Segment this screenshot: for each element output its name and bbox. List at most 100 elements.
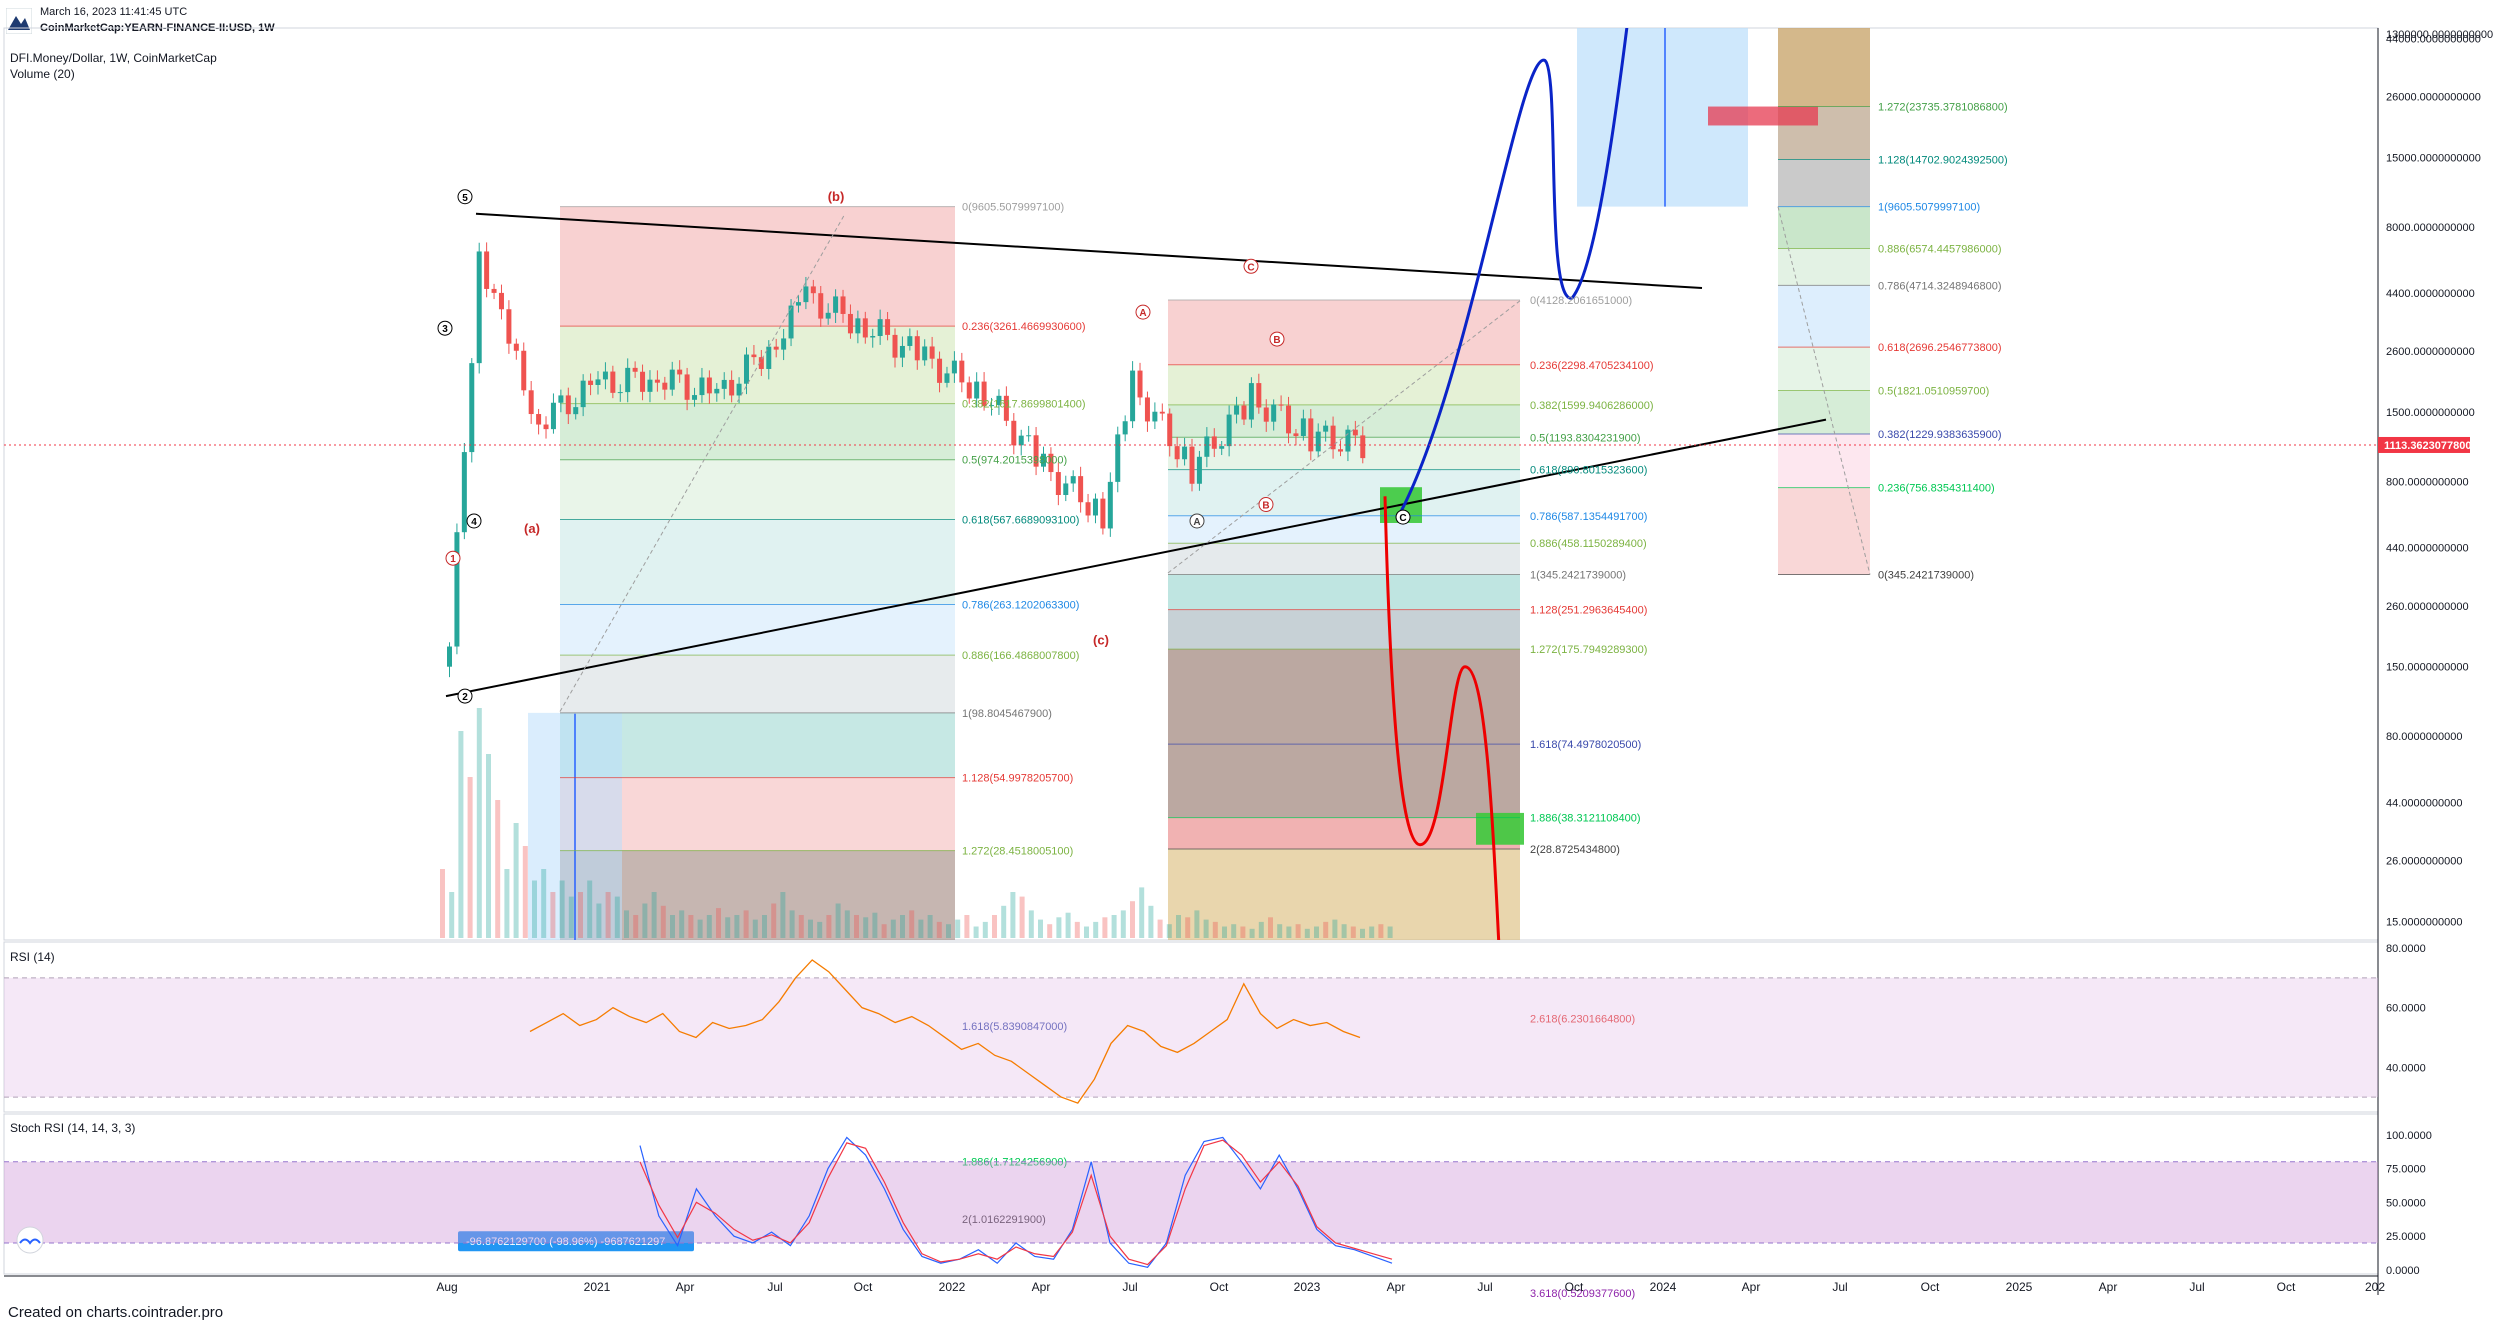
measure-down-label: -96.8762129700 (-98.96%) -9687621297: [466, 1236, 665, 1248]
candle-body: [1107, 481, 1113, 529]
fib-level-label: 0(345.2421739000): [1878, 569, 1974, 581]
volume-bar: [1010, 892, 1016, 938]
y-tick-label: 80.0000000000: [2386, 731, 2462, 743]
fib-middle-zone: [1168, 574, 1520, 610]
volume-bar: [624, 910, 629, 938]
candle-body: [602, 371, 608, 380]
candle-body: [1055, 472, 1061, 495]
candle-body: [1182, 446, 1188, 460]
fib-level-label: 0.382(1229.9383635900): [1878, 429, 2002, 441]
rsi-tick: 40.0000: [2386, 1062, 2426, 1074]
candle-body: [461, 452, 467, 533]
volume-bar: [1341, 924, 1347, 938]
volume-bar: [1212, 921, 1218, 938]
candle-body: [810, 286, 816, 294]
fib-left-zone: [560, 712, 955, 778]
fib-level-label: 1.618(74.4978020500): [1530, 739, 1641, 751]
candle-body: [1248, 383, 1254, 420]
fib-middle-zone: [1168, 469, 1520, 516]
volume-bar: [1295, 924, 1301, 938]
fib-level-label: 1.128(54.9978205700): [962, 773, 1073, 785]
wave-badge-icon: [16, 1226, 44, 1254]
tradingview-logo-icon: [6, 8, 32, 34]
candle-body: [937, 358, 943, 383]
candle-body: [870, 335, 876, 338]
candle-body: [1048, 453, 1054, 473]
volume-bar: [1047, 924, 1053, 938]
forecast-bear-path: [1383, 496, 1501, 940]
y-tick-label: 1500.0000000000: [2386, 407, 2475, 419]
wave-circle: [1395, 509, 1411, 525]
fib-level-label: 0(4128.2061651000): [1530, 295, 1632, 307]
volume-bar: [1056, 917, 1062, 938]
fib-level-label: 0.786(587.1354491700): [1530, 511, 1647, 523]
x-tick-label: Oct: [2277, 1280, 2296, 1294]
fib-level-label: 0.5(1193.8304231900): [1530, 432, 1641, 444]
candle-body: [1204, 436, 1210, 457]
stoch-tick: 0.0000: [2386, 1265, 2420, 1277]
candle-body: [1234, 405, 1240, 415]
wave-label: A: [1139, 308, 1146, 319]
measure-down-badge: [458, 1231, 694, 1252]
x-tick-label: Oct: [854, 1280, 873, 1294]
volume-bar: [771, 903, 777, 938]
volume-bar: [817, 921, 823, 938]
fib-right-zone: [1778, 347, 1870, 391]
volume-bar: [1249, 928, 1255, 938]
fib-level-label: 0.786(4714.3248946800): [1878, 280, 2002, 292]
volume-bar: [789, 910, 795, 938]
candle-body: [647, 379, 653, 392]
candle-body: [640, 371, 646, 392]
fib-level-label: 1.886(38.3121108400): [1530, 813, 1641, 825]
candle-body: [721, 379, 727, 389]
fib-left-zone: [560, 459, 955, 520]
timestamp: March 16, 2023 11:41:45 UTC: [40, 6, 188, 18]
candle-body: [766, 346, 772, 369]
candle-body: [536, 414, 542, 425]
fib-right-zone: [1778, 285, 1870, 348]
fib-level-label: 0.382(1617.8699801400): [962, 399, 1086, 411]
forecast-bull-path: [1398, 28, 1629, 515]
fib-level-label: 0.618(2696.2546773800): [1878, 342, 2002, 354]
volume-bar: [1157, 919, 1163, 938]
candle-body: [1041, 453, 1046, 467]
volume-bar: [697, 919, 703, 938]
volume-bar: [550, 892, 556, 938]
volume-bar: [982, 921, 988, 938]
candle-body: [781, 338, 787, 350]
candle-body: [543, 424, 549, 430]
fib-right-zone: [1778, 28, 1870, 107]
x-tick-label: Apr: [1032, 1280, 1051, 1294]
volume-bar: [716, 908, 721, 938]
fib-level-label: 1(98.8045467900): [962, 708, 1052, 720]
candle-body: [1070, 476, 1076, 484]
x-tick-label: Jul: [1477, 1280, 1492, 1294]
x-tick-label: Jul: [2189, 1280, 2204, 1294]
candle-body: [1152, 411, 1158, 422]
candle-body: [1033, 435, 1039, 467]
candle-body: [773, 346, 779, 350]
volume-bar: [1231, 924, 1237, 938]
rsi-band: [4, 977, 2378, 1098]
candle-body: [877, 319, 883, 336]
candle-body: [907, 336, 913, 346]
fib-left-zone: [560, 403, 955, 460]
x-tick-label: Apr: [676, 1280, 695, 1294]
wave-label: B: [1273, 335, 1280, 346]
y-tick-label: 8000.0000000000: [2386, 222, 2475, 234]
volume-bar: [440, 869, 445, 938]
volume-bar: [486, 754, 491, 938]
candle-body: [1137, 370, 1143, 398]
volume-bar: [642, 903, 648, 938]
y-tick-label: 26000.0000000000: [2386, 91, 2481, 103]
volume-bar: [1084, 926, 1089, 938]
rsi-title: RSI (14): [10, 950, 55, 964]
rsi-line: [529, 959, 1361, 1104]
fib-level-label: 0.786(263.1202063300): [962, 600, 1079, 612]
candle-body: [484, 251, 490, 289]
candle-body: [595, 379, 601, 385]
volume-bar: [1028, 910, 1034, 938]
candle-body: [1226, 414, 1232, 447]
wave-badge-glyph: [19, 1238, 41, 1245]
